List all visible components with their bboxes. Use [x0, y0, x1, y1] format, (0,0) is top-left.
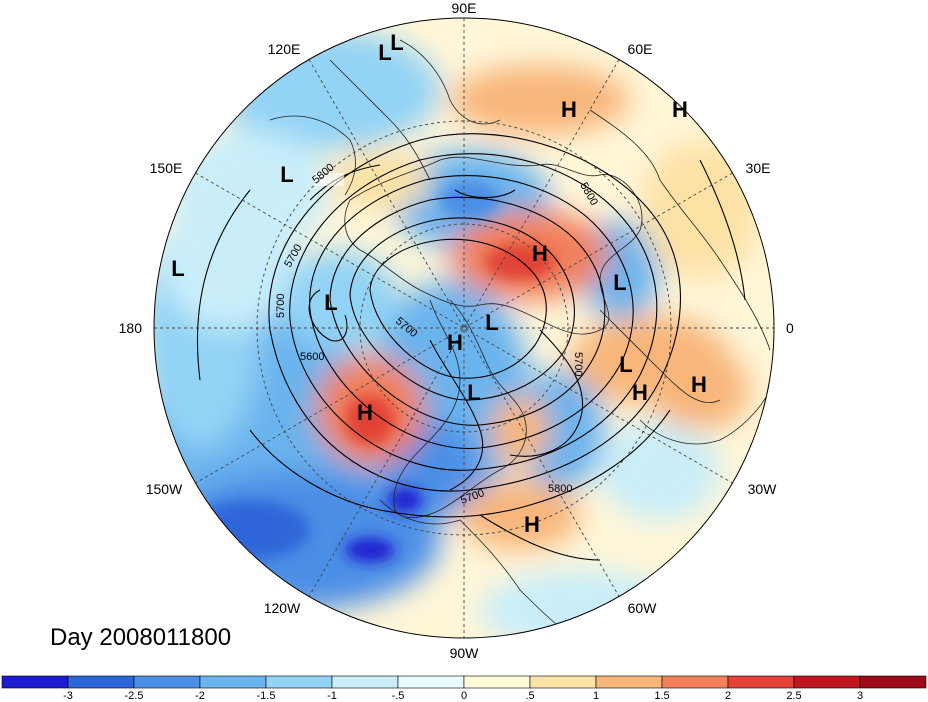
longitude-label-0: 0: [786, 320, 794, 336]
colorbar-tick-label: -1.5: [257, 690, 276, 702]
low-pressure-marker: L: [485, 310, 498, 335]
longitude-label-120e: 120E: [268, 41, 301, 57]
colorbar-tick-label: 0: [461, 690, 467, 702]
colorbar-swatch: [529, 675, 597, 689]
longitude-label-180: 180: [119, 320, 143, 336]
colorbar-tick-label: 3: [857, 690, 863, 702]
low-pressure-marker: L: [378, 40, 391, 65]
longitude-label-90w: 90W: [450, 645, 480, 661]
longitude-label-90e: 90E: [452, 0, 477, 16]
colorbar-swatch: [859, 675, 927, 689]
colorbar-swatch: [199, 675, 267, 689]
colorbar-swatch: [397, 675, 465, 689]
contour-label: 5700: [572, 352, 584, 376]
colorbar-tick-label: 1: [593, 690, 599, 702]
colorbar-tick-label: 2.5: [786, 690, 801, 702]
longitude-label-60w: 60W: [628, 600, 658, 616]
contour-label: 5600: [300, 351, 324, 363]
colorbar-swatch: [67, 675, 135, 689]
colorbar-swatch: [661, 675, 729, 689]
colorbar-tick-label: 1.5: [654, 690, 669, 702]
colorbar-tick-label: -2.5: [125, 690, 144, 702]
high-pressure-marker: H: [632, 380, 648, 405]
low-pressure-marker: L: [390, 30, 403, 55]
low-pressure-marker: L: [324, 290, 337, 315]
high-pressure-marker: H: [357, 400, 373, 425]
colorbar-swatch: [133, 675, 201, 689]
high-pressure-marker: H: [524, 512, 540, 537]
contour-label: 5800: [548, 483, 572, 495]
longitude-label-120w: 120W: [264, 600, 301, 616]
colorbar-swatch: [1, 675, 69, 689]
low-pressure-marker: L: [619, 352, 632, 377]
colorbar-tick-label: -1: [327, 690, 337, 702]
high-pressure-marker: H: [532, 241, 548, 266]
high-pressure-marker: H: [561, 97, 577, 122]
longitude-label-30e: 30E: [746, 160, 771, 176]
colorbar-tick-label: -.5: [392, 690, 405, 702]
longitude-label-30w: 30W: [748, 481, 778, 497]
longitude-label-150w: 150W: [146, 481, 183, 497]
low-pressure-marker: L: [171, 256, 184, 281]
high-pressure-marker: H: [672, 97, 688, 122]
high-pressure-marker: H: [447, 330, 463, 355]
colorbar-swatch: [331, 675, 399, 689]
low-pressure-marker: L: [613, 270, 626, 295]
colorbar-tick-label: .5: [525, 690, 534, 702]
colorbar: -3 -2.5 -2 -1.5 -1 -.5 0 .5 1 1.5 2 2.5 3: [1, 675, 927, 702]
colorbar-swatch: [727, 675, 795, 689]
colorbar-tick-label: -2: [195, 690, 205, 702]
colorbar-swatch: [265, 675, 333, 689]
longitude-label-150e: 150E: [150, 160, 183, 176]
low-pressure-marker: L: [467, 380, 480, 405]
graticule: [154, 18, 774, 638]
colorbar-swatch: [793, 675, 861, 689]
colorbar-swatch: [595, 675, 663, 689]
contour-label: 5700: [275, 294, 287, 318]
colorbar-tick-label: 2: [725, 690, 731, 702]
coastlines: [269, 39, 771, 638]
day-label: Day 2008011800: [50, 624, 231, 651]
low-pressure-marker: L: [280, 162, 293, 187]
colorbar-tick-label: -3: [63, 690, 73, 702]
map-border: [153, 17, 775, 639]
longitude-labels: 90E 60E 30E 0 30W 60W 90W 120W 150W 180 …: [119, 0, 794, 661]
longitude-label-60e: 60E: [628, 41, 653, 57]
high-pressure-marker: H: [691, 372, 707, 397]
colorbar-swatch: [463, 675, 531, 689]
